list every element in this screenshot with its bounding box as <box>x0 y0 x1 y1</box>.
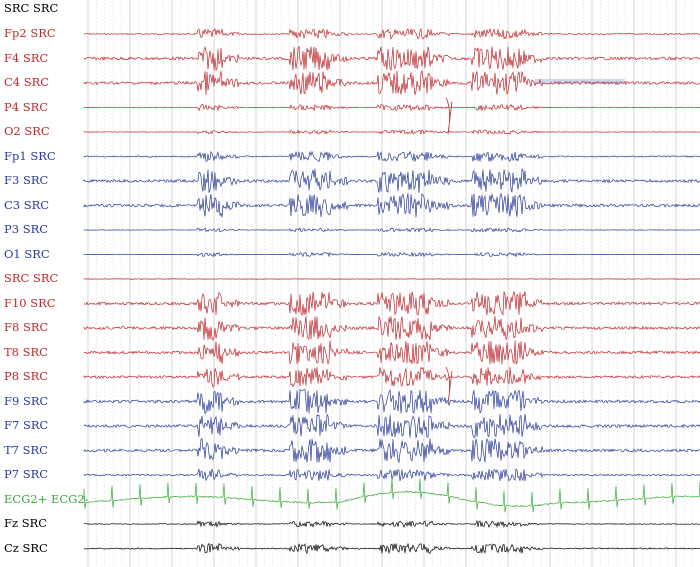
channel-trace <box>83 251 700 258</box>
channel-label: ECG2+ ECG2- <box>4 491 89 506</box>
channel-trace <box>83 192 700 218</box>
channel-trace <box>83 437 700 464</box>
channel-label: F9 SRC <box>4 393 49 408</box>
channel-label: SRC SRC <box>4 271 59 285</box>
channel-trace <box>83 542 700 554</box>
channel-trace <box>83 388 700 415</box>
channel-trace <box>83 519 700 529</box>
channel-label: O2 SRC <box>4 124 50 138</box>
channel-trace <box>83 103 700 112</box>
channel-trace <box>83 128 700 136</box>
channel-label: F4 SRC <box>4 50 49 65</box>
montage-header-label: SRC SRC <box>4 1 59 15</box>
channel-label: C4 SRC <box>4 75 50 89</box>
channel-trace <box>83 227 700 233</box>
channel-label: P7 SRC <box>4 467 49 481</box>
channel-trace <box>83 366 700 388</box>
channel-trace <box>83 315 700 341</box>
channel-trace <box>83 27 700 40</box>
channel-label: F3 SRC <box>4 173 49 187</box>
artifact-spike <box>445 366 453 404</box>
channel-label: O1 SRC <box>4 246 50 261</box>
time-grid <box>87 0 693 567</box>
channel-label: Fp1 SRC <box>4 148 56 163</box>
channel-trace <box>83 69 700 95</box>
channel-label: T8 SRC <box>4 344 48 359</box>
channel-label-column: SRC SRC Fp2 SRC F4 SRC C4 SRC P4 SRC O2 SRC F… <box>0 0 89 567</box>
channel-trace <box>83 150 700 163</box>
traces <box>83 27 700 554</box>
channel-label: P4 SRC <box>4 99 49 114</box>
artifact-spike <box>445 97 453 135</box>
channel-trace <box>83 290 700 317</box>
channel-label: T7 SRC <box>4 442 48 457</box>
channel-label: Fz SRC <box>4 516 48 530</box>
channel-trace <box>83 413 700 438</box>
channel-label: F8 SRC <box>4 320 49 334</box>
channel-trace <box>83 340 700 365</box>
channel-label: Fp2 SRC <box>4 26 56 40</box>
channel-trace <box>83 468 700 482</box>
channel-trace <box>83 45 700 72</box>
channel-trace <box>83 168 700 193</box>
channel-label: C3 SRC <box>4 197 50 212</box>
channel-trace <box>83 478 700 513</box>
channel-label: Cz SRC <box>4 540 48 555</box>
channel-label: F10 SRC <box>4 295 56 310</box>
selection-highlight[interactable] <box>535 79 625 84</box>
channel-label: P8 SRC <box>4 369 49 383</box>
channel-label: F7 SRC <box>4 418 49 432</box>
channel-label: P3 SRC <box>4 222 49 236</box>
